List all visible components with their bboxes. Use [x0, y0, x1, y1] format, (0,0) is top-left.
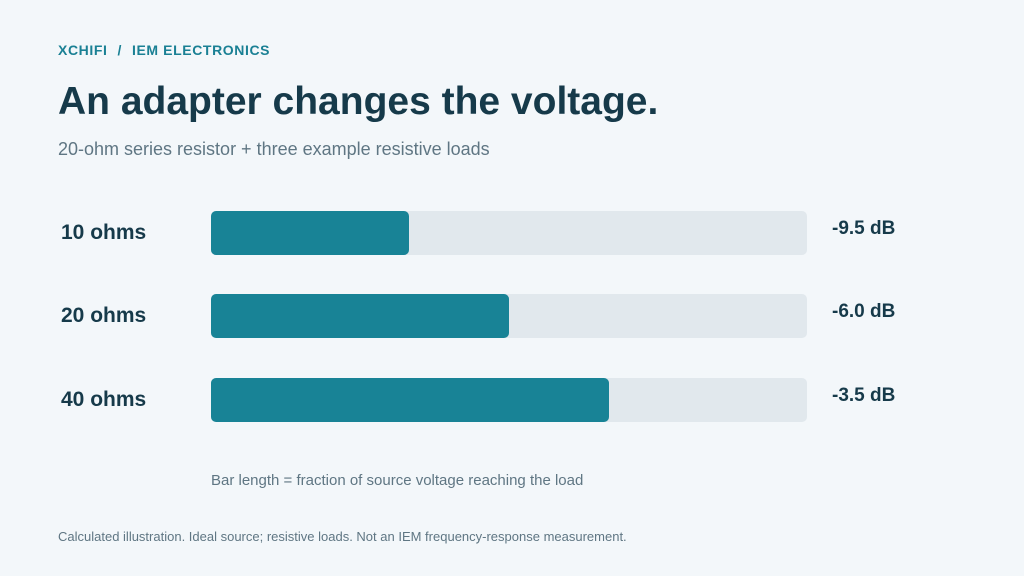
bar-fill: [211, 211, 409, 255]
breadcrumb-section: IEM ELECTRONICS: [132, 42, 271, 58]
page-subtitle: 20-ohm series resistor + three example r…: [58, 139, 490, 159]
bar-value-label: -3.5 dB: [832, 385, 896, 406]
breadcrumb: XCHIFI / IEM ELECTRONICS: [58, 42, 270, 58]
bar-fill: [211, 294, 509, 338]
bar-track: [211, 378, 807, 422]
bar-category-label: 20 ohms: [61, 304, 147, 327]
bar-fill: [211, 378, 609, 422]
bar-category-label: 10 ohms: [61, 221, 147, 244]
bar-track: [211, 294, 807, 338]
bar-row: 10 ohms -9.5 dB: [0, 211, 1024, 255]
breadcrumb-separator: /: [117, 42, 122, 58]
axis-note: Bar length = fraction of source voltage …: [211, 472, 584, 489]
bar-row: 40 ohms -3.5 dB: [0, 378, 1024, 422]
bar-value-label: -6.0 dB: [832, 301, 896, 322]
bar-track: [211, 211, 807, 255]
bar-row: 20 ohms -6.0 dB: [0, 294, 1024, 338]
footnote: Calculated illustration. Ideal source; r…: [58, 529, 627, 544]
page-title: An adapter changes the voltage.: [58, 80, 659, 123]
bar-value-label: -9.5 dB: [832, 218, 896, 239]
bar-category-label: 40 ohms: [61, 388, 147, 411]
breadcrumb-brand: XCHIFI: [58, 42, 108, 58]
